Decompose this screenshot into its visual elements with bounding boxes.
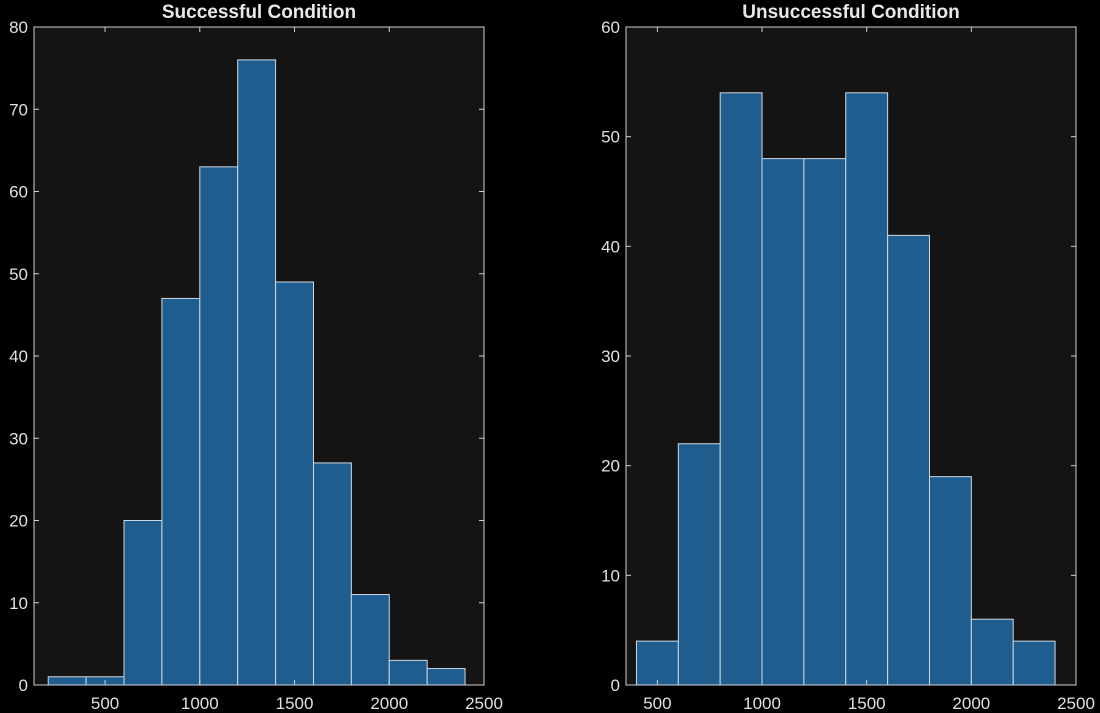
y-tick-label: 0 <box>19 676 28 695</box>
histogram-bar <box>887 234 930 686</box>
histogram-bar <box>845 92 889 686</box>
y-tick-label: 40 <box>601 237 620 256</box>
histogram-bar <box>635 640 679 686</box>
y-tick-label: 50 <box>9 265 28 284</box>
histogram-bar <box>761 158 805 686</box>
y-tick-label: 10 <box>9 594 28 613</box>
histogram-bar <box>677 443 721 686</box>
x-tick-label: 2000 <box>370 694 408 713</box>
x-tick-label: 1500 <box>276 694 314 713</box>
y-tick-label: 60 <box>601 18 620 37</box>
histogram-bar <box>1012 640 1056 686</box>
histogram-bar <box>237 59 277 686</box>
histogram-bar <box>312 462 352 686</box>
histogram-bar <box>719 92 763 686</box>
histogram-bar <box>803 158 847 686</box>
y-tick-label: 20 <box>601 457 620 476</box>
histogram-bar <box>970 618 1014 686</box>
histogram-bar <box>47 676 87 686</box>
chart-title: Successful Condition <box>162 2 356 23</box>
y-tick-label: 70 <box>9 100 28 119</box>
y-tick-label: 30 <box>9 429 28 448</box>
y-tick-label: 20 <box>9 512 28 531</box>
x-tick-label: 2500 <box>1057 694 1095 713</box>
histogram-bar <box>275 281 314 686</box>
y-tick-label: 80 <box>9 18 28 37</box>
x-tick-label: 500 <box>643 694 671 713</box>
histogram-bar <box>161 297 201 686</box>
y-tick-label: 50 <box>601 128 620 147</box>
x-tick-label: 1000 <box>743 694 781 713</box>
histogram-unsuccessful: 500 1000 1500 2000 2500 0 10 20 30 40 50 60 Unsucce… <box>601 2 1095 713</box>
histogram-bar <box>199 166 239 686</box>
x-tick-label: 500 <box>91 694 119 713</box>
histogram-bar <box>350 594 390 686</box>
histogram-bar <box>928 476 972 686</box>
histogram-bar <box>426 668 466 686</box>
chart-title: Unsuccessful Condition <box>742 2 959 23</box>
histogram-successful: 500 1000 1500 2000 2500 0 10 20 30 40 50 60 70 80 Suc… <box>9 2 503 713</box>
y-tick-label: 30 <box>601 347 620 366</box>
y-tick-label: 40 <box>9 347 28 366</box>
x-tick-label: 2000 <box>952 694 990 713</box>
x-tick-label: 1000 <box>181 694 219 713</box>
y-tick-label: 60 <box>9 183 28 202</box>
x-tick-label: 1500 <box>848 694 886 713</box>
y-tick-label: 0 <box>611 676 620 695</box>
histogram-bar <box>388 659 428 686</box>
x-tick-label: 2500 <box>465 694 503 713</box>
histogram-bar <box>123 520 163 686</box>
y-tick-label: 10 <box>601 566 620 585</box>
